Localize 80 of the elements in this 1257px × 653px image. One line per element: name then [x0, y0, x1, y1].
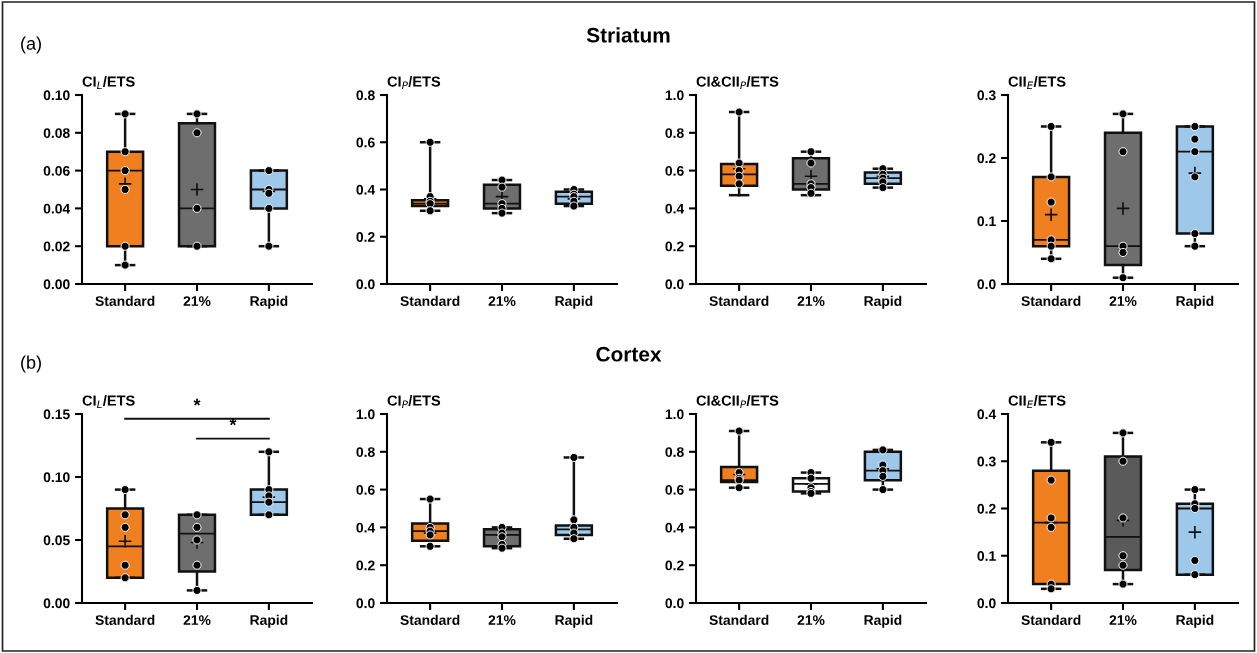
y-tick-label: 1.0 — [665, 409, 684, 420]
y-tick-label: 0.8 — [665, 447, 684, 457]
x-tick-label: 21% — [488, 296, 516, 306]
y-tick-label: 0.6 — [356, 137, 375, 148]
x-tick-label: Rapid — [250, 614, 288, 628]
y-tick-label: 1.0 — [356, 409, 375, 420]
y-tick-label: 0.1 — [977, 551, 996, 561]
x-tick-label: 21% — [797, 615, 825, 625]
x-tick-label: Rapid — [555, 295, 593, 309]
y-tick-label: 0.10 — [43, 90, 70, 101]
y-tick-label: 0.08 — [43, 128, 70, 138]
x-tick-label: Rapid — [1176, 614, 1214, 628]
text: * — [193, 398, 201, 406]
x-tick-label: Standard — [709, 295, 769, 307]
x-tick-label: Standard — [95, 614, 155, 626]
y-tick-label: 0.1 — [977, 216, 996, 227]
y-tick-label: 1.0 — [665, 90, 684, 101]
x-tick-label: 21% — [1109, 296, 1137, 306]
y-tick-label: 0.3 — [977, 456, 996, 467]
x-tick-label: Standard — [400, 614, 460, 626]
y-tick-label: 0.4 — [356, 184, 376, 195]
y-tick-label: 0.05 — [43, 535, 70, 546]
x-tick-label: Standard — [1021, 614, 1081, 626]
x-tick-label: 21% — [1109, 615, 1137, 625]
y-tick-label: 0.6 — [665, 484, 684, 495]
x-tick-label: 21% — [797, 296, 825, 306]
x-tick-label: 21% — [488, 615, 516, 625]
chart-title: CI&CII$_{P}$/ETS — [696, 395, 779, 408]
y-tick-label: 0.0 — [665, 598, 684, 609]
x-tick-label: Standard — [400, 295, 460, 307]
y-tick-label: 0.0 — [356, 279, 375, 290]
y-tick-label: 0.8 — [665, 128, 684, 138]
annotation: * — [229, 418, 237, 426]
y-tick-label: 0.2 — [977, 153, 996, 164]
y-tick-label: 0.10 — [43, 472, 70, 483]
y-tick-label: 0.0 — [356, 598, 375, 609]
x-tick-label: 21% — [183, 296, 211, 306]
y-tick-label: 0.2 — [977, 503, 996, 514]
y-tick-label: 0.0 — [977, 279, 996, 290]
y-tick-label: 0.4 — [665, 203, 685, 214]
y-tick-label: 0.0 — [977, 598, 996, 609]
x-tick-label: Rapid — [555, 614, 593, 628]
x-tick-label: Rapid — [1176, 295, 1214, 309]
y-tick-label: 0.6 — [665, 165, 684, 176]
x-tick-label: 21% — [183, 615, 211, 625]
chart-title: CI$_{L}$/ETS — [82, 395, 135, 408]
y-tick-label: 0.06 — [43, 165, 70, 176]
x-tick-label: Rapid — [250, 295, 288, 309]
chart-title: CII$_{E}$/ETS — [1008, 395, 1066, 408]
y-tick-label: 0.04 — [43, 203, 71, 214]
y-tick-label: 0.00 — [43, 598, 70, 609]
y-tick-label: 0.8 — [356, 90, 375, 101]
y-tick-label: 0.4 — [977, 409, 997, 420]
text: (a) — [21, 36, 41, 54]
y-tick-label: 0.2 — [356, 232, 375, 242]
y-tick-label: 0.2 — [665, 560, 684, 571]
x-tick-label: Rapid — [864, 295, 902, 309]
y-tick-label: 0.4 — [356, 522, 376, 533]
chart-title: CII$_{E}$/ETS — [1008, 76, 1066, 89]
x-tick-label: Standard — [709, 614, 769, 626]
chart-title: CI$_{L}$/ETS — [82, 76, 135, 89]
chart-title: CI&CII$_{P}$/ETS — [696, 76, 779, 89]
x-tick-label: Standard — [95, 295, 155, 307]
y-tick-label: 0.6 — [356, 484, 375, 495]
y-tick-label: 0.2 — [356, 560, 375, 571]
y-tick-label: 0.3 — [977, 90, 996, 101]
y-tick-label: 0.8 — [356, 447, 375, 457]
x-tick-label: Standard — [1021, 295, 1081, 307]
x-tick-label: Rapid — [864, 614, 902, 628]
y-tick-label: 0.02 — [43, 241, 70, 252]
text: (b) — [21, 355, 41, 373]
y-tick-label: 0.15 — [43, 409, 70, 420]
y-tick-label: 0.00 — [43, 279, 70, 290]
chart-title: CI$_{P}$/ETS — [387, 395, 441, 408]
y-tick-label: 0.0 — [665, 279, 684, 290]
chart-title: CI$_{P}$/ETS — [387, 76, 441, 89]
y-tick-label: 0.2 — [665, 241, 684, 252]
text: Cortex — [596, 346, 662, 362]
y-tick-label: 0.4 — [665, 522, 685, 533]
text: Striatum — [586, 27, 670, 43]
